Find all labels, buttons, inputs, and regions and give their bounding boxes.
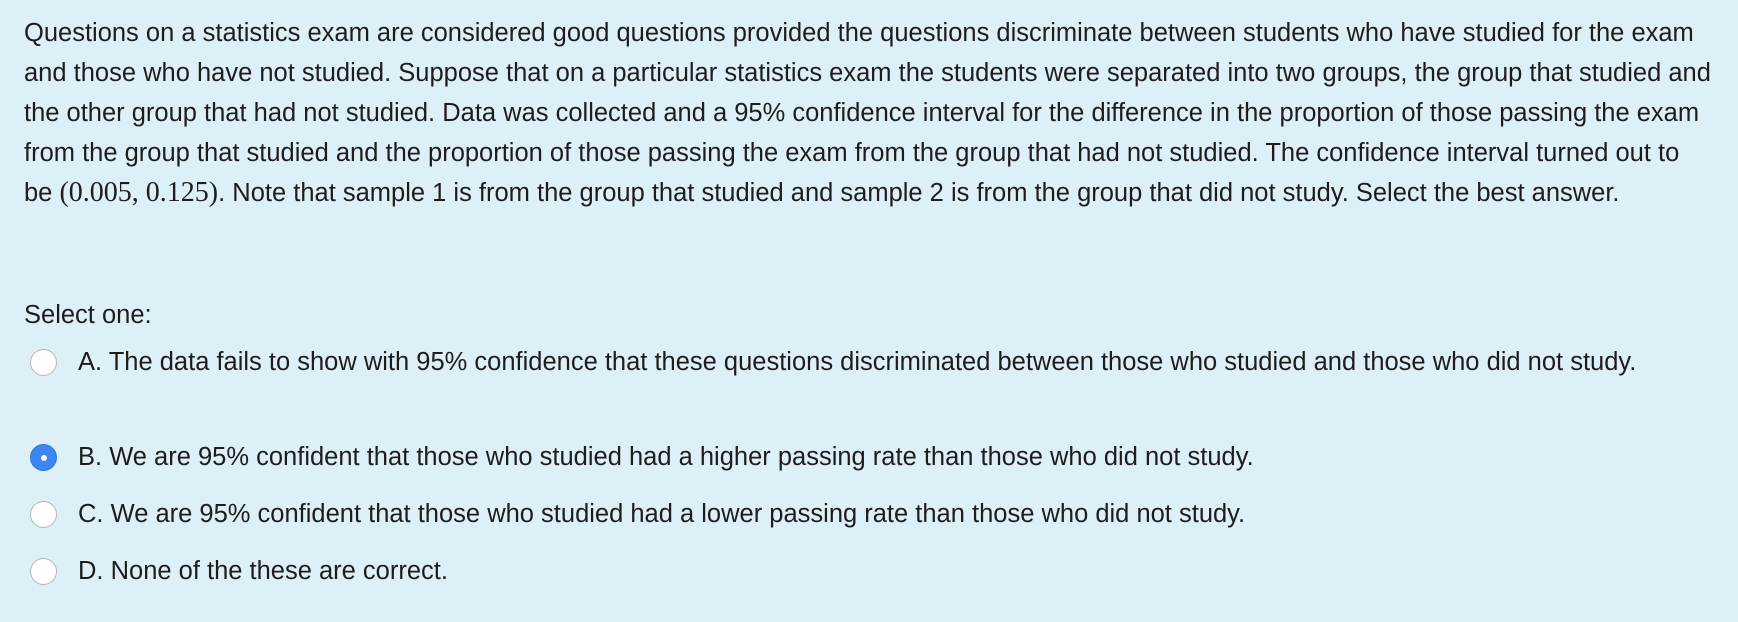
option-label: We are 95% confident that those who stud… <box>110 500 1246 528</box>
option-label: The data fails to show with 95% confiden… <box>108 348 1637 376</box>
question-text-after: . Note that sample 1 is from the group t… <box>218 179 1620 207</box>
option-letter: A. <box>78 348 103 376</box>
option-text: A. The data fails to show with 95% confi… <box>74 342 1674 382</box>
option-text: D. None of the these are correct. <box>74 551 1674 591</box>
radio-button[interactable] <box>30 558 57 585</box>
option-letter: D. <box>78 557 104 585</box>
option-letter: C. <box>78 500 104 528</box>
question-text-before: Questions on a statistics exam are consi… <box>24 19 1711 207</box>
option-text: B. We are 95% confident that those who s… <box>74 437 1674 477</box>
radio-button[interactable] <box>30 444 57 471</box>
question-text: Questions on a statistics exam are consi… <box>24 13 1714 213</box>
option-label: None of the these are correct. <box>110 557 448 585</box>
option-label: We are 95% confident that those who stud… <box>109 443 1254 471</box>
option-text: C. We are 95% confident that those who s… <box>74 494 1674 534</box>
prompt: Select one: <box>24 301 152 329</box>
question-math: (0.005, 0.125) <box>59 177 219 208</box>
option-letter: B. <box>78 443 103 471</box>
radio-button[interactable] <box>30 501 57 528</box>
radio-button[interactable] <box>30 349 57 376</box>
